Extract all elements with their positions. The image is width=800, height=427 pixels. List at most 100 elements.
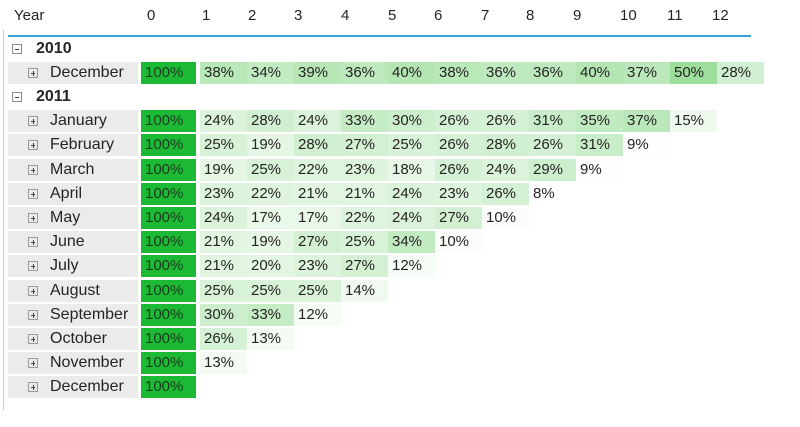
value-cell[interactable]: 40% <box>576 62 623 84</box>
value-cell[interactable]: 26% <box>435 110 482 133</box>
value-cell[interactable]: 27% <box>341 255 388 278</box>
value-cell[interactable]: 34% <box>247 62 294 84</box>
column-header-11[interactable]: 11 <box>667 7 683 24</box>
value-cell[interactable]: 100% <box>141 328 196 350</box>
value-cell[interactable]: 22% <box>247 182 294 205</box>
value-cell[interactable]: 23% <box>200 182 247 205</box>
value-cell[interactable]: 26% <box>435 134 482 157</box>
column-header-8[interactable]: 8 <box>526 7 535 24</box>
value-cell[interactable]: 28% <box>482 134 529 157</box>
value-cell[interactable]: 100% <box>141 279 196 302</box>
value-cell[interactable]: 13% <box>200 352 247 375</box>
column-header-7[interactable]: 7 <box>481 7 490 24</box>
value-cell[interactable]: 26% <box>482 182 529 205</box>
value-cell[interactable]: 26% <box>482 110 529 133</box>
value-cell[interactable]: 36% <box>529 62 576 84</box>
value-cell[interactable]: 24% <box>388 182 435 205</box>
value-cell[interactable]: 37% <box>623 110 670 133</box>
value-cell[interactable]: 100% <box>141 207 196 229</box>
value-cell[interactable]: 21% <box>341 182 388 205</box>
value-cell[interactable]: 12% <box>294 303 341 326</box>
value-cell[interactable]: 100% <box>141 110 196 133</box>
value-cell[interactable]: 28% <box>247 110 294 133</box>
value-cell[interactable]: 31% <box>529 110 576 133</box>
value-cell[interactable]: 25% <box>200 279 247 302</box>
value-cell[interactable]: 26% <box>435 158 482 181</box>
value-cell[interactable]: 27% <box>435 207 482 229</box>
expand-icon[interactable] <box>28 68 38 78</box>
value-cell[interactable]: 38% <box>435 62 482 84</box>
value-cell[interactable]: 50% <box>670 62 717 84</box>
value-cell[interactable]: 25% <box>388 134 435 157</box>
value-cell[interactable]: 28% <box>294 134 341 157</box>
value-cell[interactable]: 34% <box>388 231 435 254</box>
column-header-10[interactable]: 10 <box>620 7 637 24</box>
value-cell[interactable]: 100% <box>141 134 196 157</box>
value-cell[interactable]: 29% <box>529 158 576 181</box>
value-cell[interactable]: 30% <box>200 303 247 326</box>
value-cell[interactable]: 31% <box>576 134 623 157</box>
expand-icon[interactable] <box>28 261 38 272</box>
value-cell[interactable]: 100% <box>141 255 196 278</box>
value-cell[interactable]: 28% <box>717 62 764 84</box>
value-cell[interactable]: 100% <box>141 182 196 205</box>
value-cell[interactable]: 14% <box>341 279 388 302</box>
year-column-header[interactable]: Year <box>14 7 45 24</box>
value-cell[interactable]: 24% <box>200 207 247 229</box>
value-cell[interactable]: 24% <box>200 110 247 133</box>
expand-icon[interactable] <box>28 116 38 127</box>
value-cell[interactable]: 15% <box>670 110 717 133</box>
value-cell[interactable]: 27% <box>341 134 388 157</box>
value-cell[interactable]: 12% <box>388 255 435 278</box>
column-header-4[interactable]: 4 <box>341 7 350 24</box>
expand-icon[interactable] <box>28 164 38 175</box>
value-cell[interactable]: 25% <box>247 279 294 302</box>
value-cell[interactable]: 36% <box>341 62 388 84</box>
column-header-2[interactable]: 2 <box>248 7 257 24</box>
value-cell[interactable]: 30% <box>388 110 435 133</box>
value-cell[interactable]: 10% <box>435 231 482 254</box>
value-cell[interactable]: 23% <box>435 182 482 205</box>
value-cell[interactable]: 9% <box>576 158 623 181</box>
value-cell[interactable]: 39% <box>294 62 341 84</box>
expand-icon[interactable] <box>28 285 38 296</box>
expand-icon[interactable] <box>28 213 38 223</box>
value-cell[interactable]: 22% <box>294 158 341 181</box>
value-cell[interactable]: 38% <box>200 62 247 84</box>
value-cell[interactable]: 100% <box>141 231 196 254</box>
value-cell[interactable]: 100% <box>141 303 196 326</box>
value-cell[interactable]: 21% <box>200 231 247 254</box>
value-cell[interactable]: 21% <box>200 255 247 278</box>
value-cell[interactable]: 19% <box>247 134 294 157</box>
value-cell[interactable]: 40% <box>388 62 435 84</box>
column-header-12[interactable]: 12 <box>712 7 729 24</box>
column-header-6[interactable]: 6 <box>434 7 443 24</box>
expand-icon[interactable] <box>28 309 38 320</box>
column-header-0[interactable]: 0 <box>147 7 156 24</box>
value-cell[interactable]: 35% <box>576 110 623 133</box>
collapse-icon[interactable] <box>12 92 22 103</box>
value-cell[interactable]: 19% <box>200 158 247 181</box>
value-cell[interactable]: 27% <box>294 231 341 254</box>
value-cell[interactable]: 23% <box>294 255 341 278</box>
value-cell[interactable]: 20% <box>247 255 294 278</box>
column-header-5[interactable]: 5 <box>388 7 397 24</box>
value-cell[interactable]: 17% <box>294 207 341 229</box>
value-cell[interactable]: 10% <box>482 207 529 229</box>
value-cell[interactable]: 26% <box>200 328 247 350</box>
value-cell[interactable]: 24% <box>294 110 341 133</box>
value-cell[interactable]: 25% <box>200 134 247 157</box>
expand-icon[interactable] <box>28 237 38 248</box>
value-cell[interactable]: 25% <box>247 158 294 181</box>
value-cell[interactable]: 17% <box>247 207 294 229</box>
expand-icon[interactable] <box>28 188 38 199</box>
expand-icon[interactable] <box>28 334 38 344</box>
value-cell[interactable]: 100% <box>141 352 196 375</box>
value-cell[interactable]: 25% <box>294 279 341 302</box>
expand-icon[interactable] <box>28 382 38 393</box>
expand-icon[interactable] <box>28 140 38 151</box>
collapse-icon[interactable] <box>12 44 22 54</box>
value-cell[interactable]: 19% <box>247 231 294 254</box>
value-cell[interactable]: 24% <box>482 158 529 181</box>
value-cell[interactable]: 21% <box>294 182 341 205</box>
